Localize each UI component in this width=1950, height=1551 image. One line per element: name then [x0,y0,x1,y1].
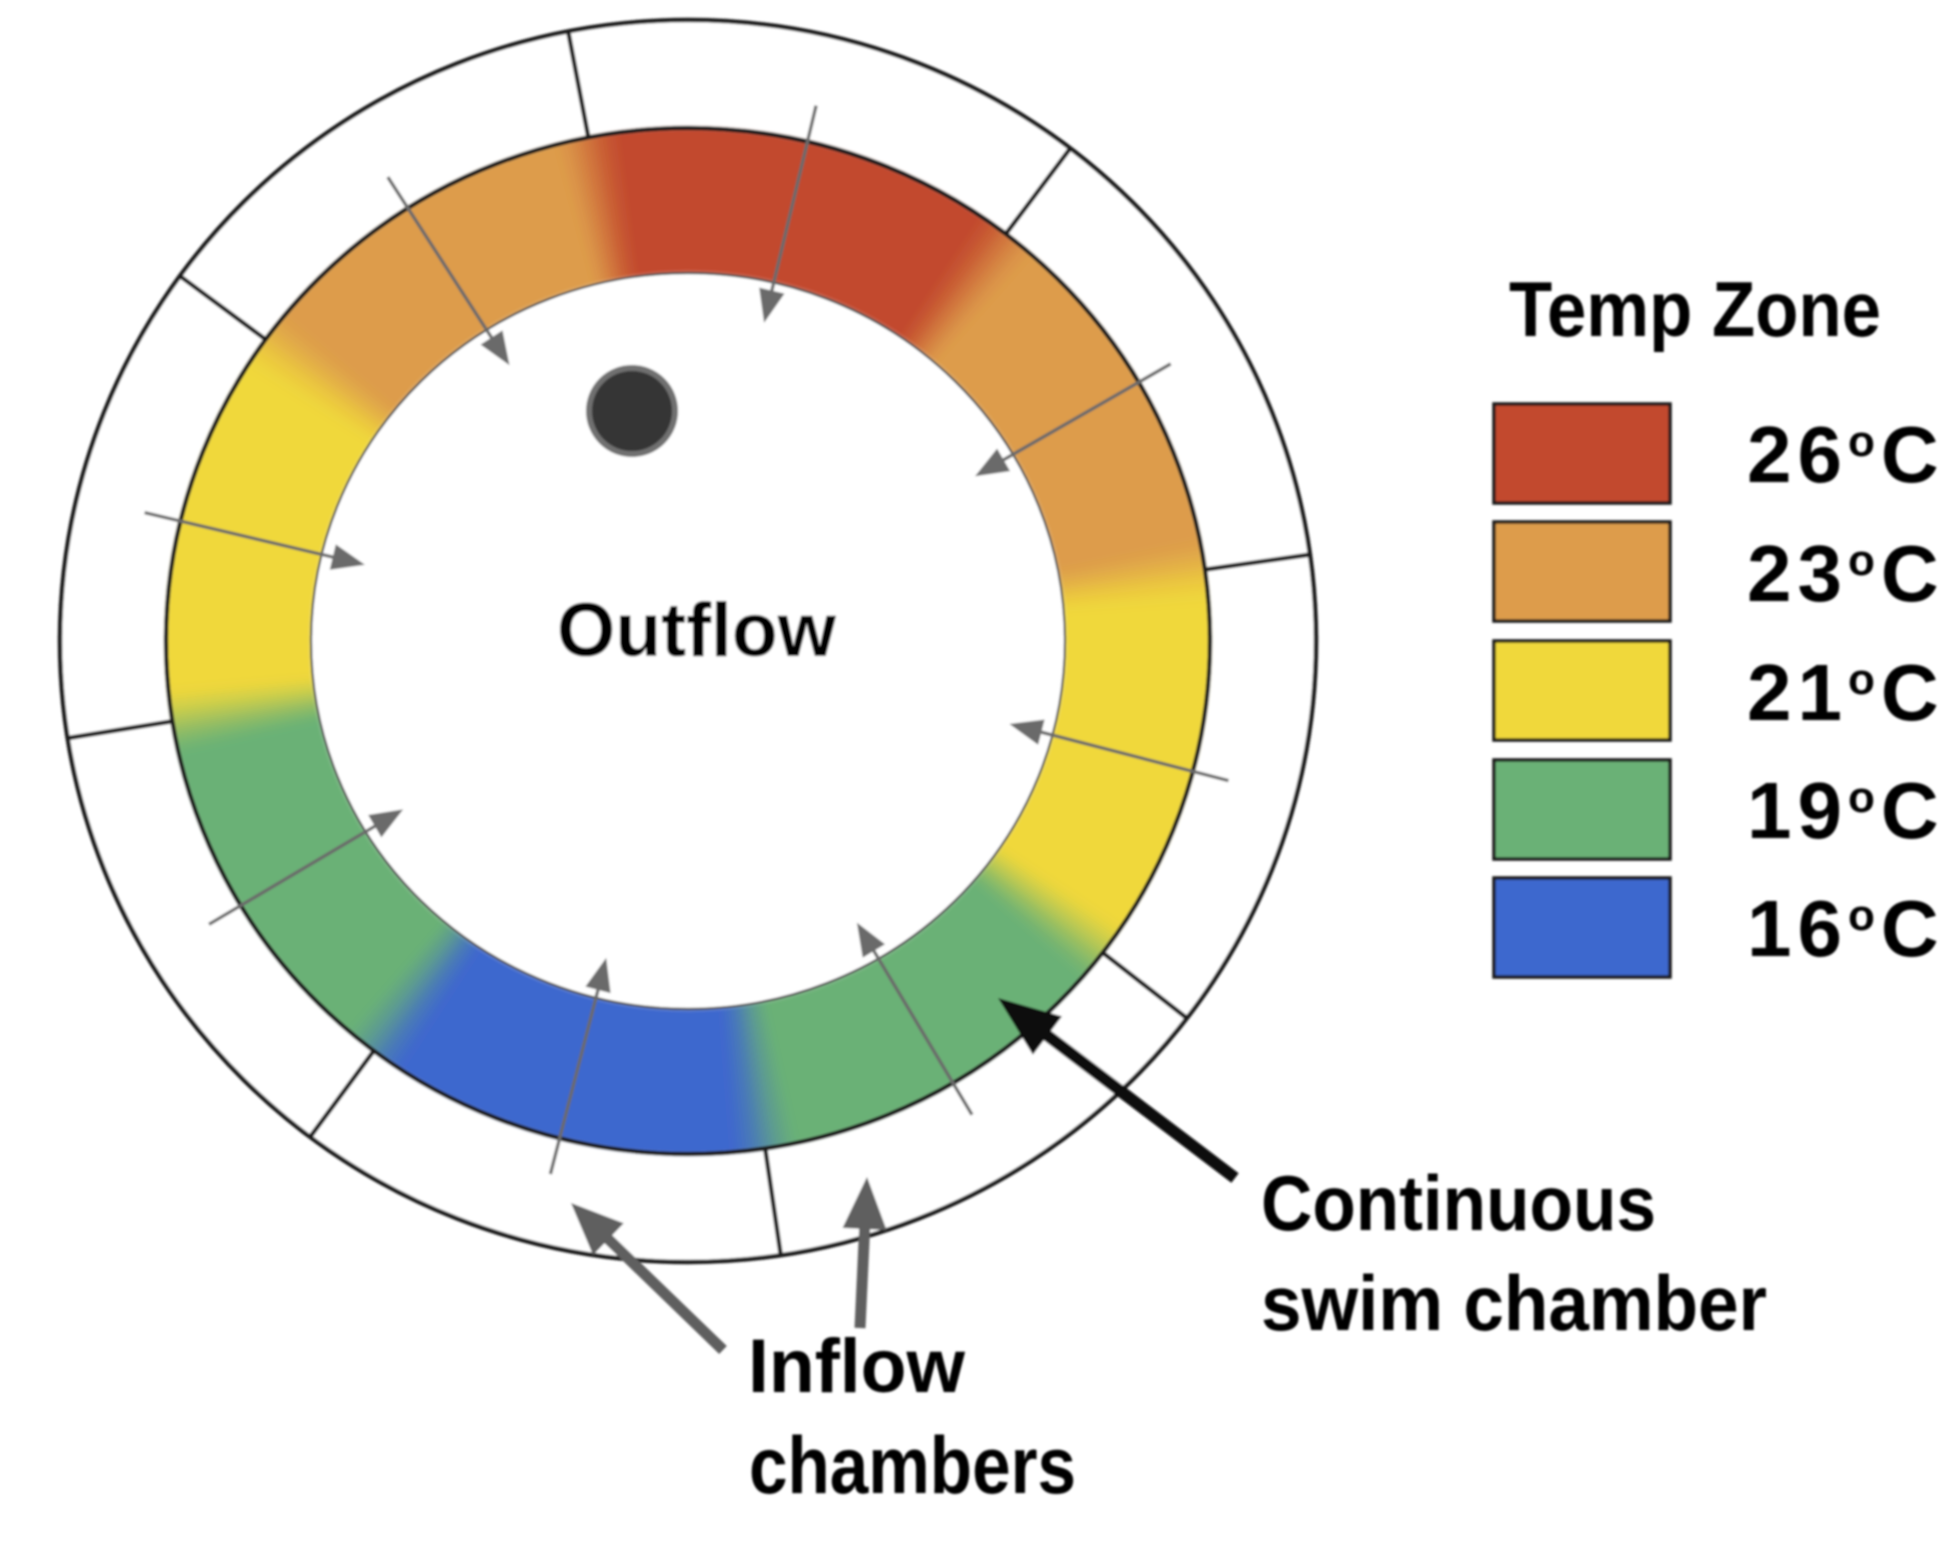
svg-text:19oC: 19oC [1747,766,1945,855]
svg-text:Outflow: Outflow [557,588,837,673]
svg-text:16oC: 16oC [1747,884,1945,973]
svg-text:Inflow: Inflow [748,1324,966,1409]
svg-text:Continuous: Continuous [1261,1159,1656,1247]
svg-text:26oC: 26oC [1747,410,1945,499]
svg-text:21oC: 21oC [1747,648,1945,737]
svg-text:swim chamber: swim chamber [1261,1259,1767,1347]
svg-text:23oC: 23oC [1747,529,1945,618]
svg-text:Temp Zone: Temp Zone [1509,265,1881,353]
svg-text:chambers: chambers [749,1421,1076,1511]
